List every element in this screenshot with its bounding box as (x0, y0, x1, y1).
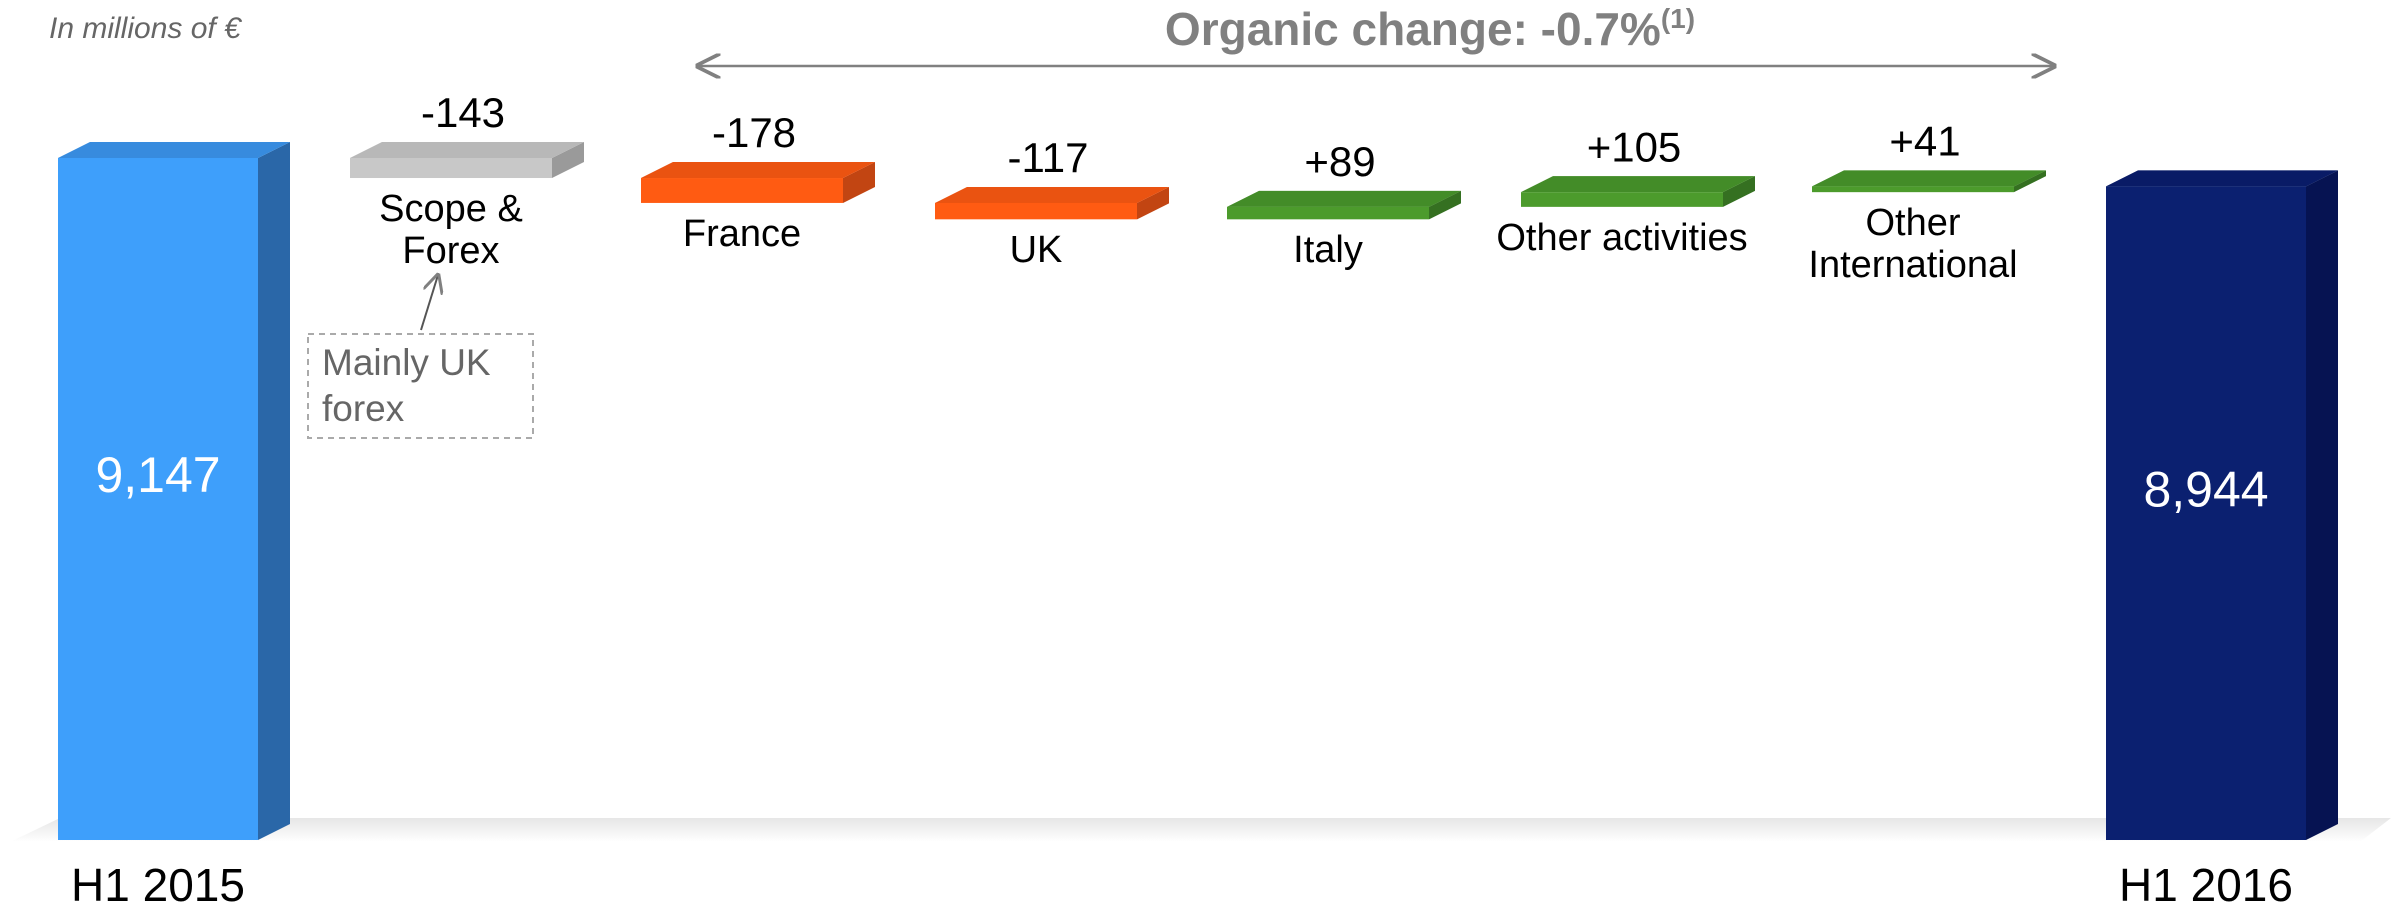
value-label: -143 (421, 89, 505, 136)
bar-top-shade (1812, 170, 2046, 187)
bar-side (1137, 186, 1169, 220)
x-tick-label: H1 2015 (71, 859, 245, 904)
bar (350, 158, 552, 179)
bar-side (552, 142, 584, 179)
bar-top (1812, 170, 2046, 187)
floor-shadow (10, 818, 2391, 842)
title: Organic change: -0.7%(1) (1165, 3, 1695, 55)
bar-side (843, 162, 875, 203)
category-label: Italy (1293, 229, 1363, 272)
bar-top-shade (641, 162, 875, 179)
bar-top-shade (2106, 170, 2338, 187)
value-label: 9,147 (95, 447, 220, 503)
annotation-box (307, 333, 534, 439)
value-label: 8,944 (2143, 461, 2268, 517)
category-label: Other International (1808, 202, 2018, 287)
bar (1227, 206, 1429, 220)
category-label: Other activities (1496, 216, 1748, 259)
category-label: France (682, 212, 802, 255)
value-label: -117 (1008, 134, 1089, 181)
title-note: (1) (1661, 3, 1695, 34)
x-tick-label: H1 2016 (2119, 859, 2293, 904)
bar-top-shade (1521, 176, 1755, 193)
category-label: Scope & Forex (379, 188, 523, 273)
bar-top (1227, 190, 1461, 207)
bar (58, 158, 258, 840)
bar-top-shade (1227, 190, 1461, 207)
bar-top (58, 142, 290, 158)
bar-top-shade (58, 142, 290, 158)
bar-top-shade (350, 142, 584, 158)
category-label: UK (1009, 229, 1063, 272)
bar-top (1521, 176, 1755, 193)
value-label: -178 (712, 109, 796, 156)
bar-side (1723, 176, 1755, 207)
bar (935, 202, 1137, 220)
bar (2106, 186, 2306, 841)
annotation: Mainly UK forex (322, 342, 491, 429)
bar-side (2014, 170, 2046, 193)
unit-note: In millions of € (49, 12, 242, 45)
bar-top-shade (935, 186, 1169, 203)
bar (1521, 192, 1723, 207)
value-label: +105 (1587, 123, 1682, 170)
bar (1812, 186, 2014, 193)
bar-top (641, 162, 875, 179)
bar-top (350, 142, 584, 158)
value-label: +41 (1889, 118, 1960, 165)
bar-side (258, 142, 290, 840)
annotation-arrow (420, 275, 438, 331)
bar-side (1429, 190, 1461, 220)
bar-side (2306, 170, 2338, 841)
bar-top (935, 186, 1169, 203)
bar-top (2106, 170, 2338, 187)
bar (641, 178, 843, 203)
title-text: Organic change: -0.7% (1165, 3, 1661, 55)
value-label: +89 (1304, 138, 1375, 185)
